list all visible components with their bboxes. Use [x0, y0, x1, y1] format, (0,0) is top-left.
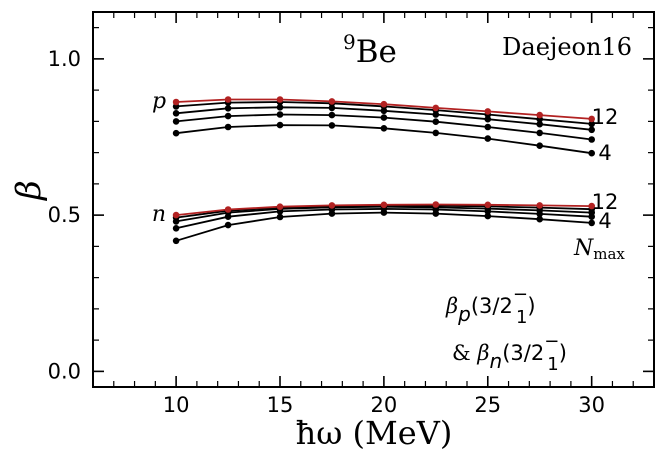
data-point-n-nmax12 [536, 202, 543, 209]
data-point-p-nmax12 [484, 108, 492, 115]
interaction-label: Daejeon16 [502, 33, 632, 61]
neutron-nmax-top-label: 12 [592, 190, 619, 214]
data-point-p-nmax12 [224, 96, 232, 103]
x-tick-label: 20 [371, 393, 398, 417]
y-tick-label: 0.5 [48, 203, 81, 227]
title-superscript: 9 [343, 30, 356, 54]
x-tick-label: 30 [578, 393, 605, 417]
plot-frame [92, 11, 655, 388]
data-point-p-nmax4 [536, 142, 543, 149]
data-point-p-nmax4 [224, 123, 232, 131]
data-point-n-nmax12 [276, 203, 284, 210]
data-point-p-nmax8 [276, 104, 284, 111]
data-point-p-nmax6 [588, 136, 595, 143]
annotation-beta-p: βp(3/2− 1) [445, 284, 536, 328]
x-tick-label: 10 [163, 393, 190, 417]
data-point-n-nmax12 [484, 201, 492, 209]
data-point-n-nmax4 [536, 215, 543, 223]
y-tick-label: 1.0 [48, 47, 81, 71]
data-point-p-nmax6 [172, 118, 180, 125]
data-point-p-nmax6 [536, 129, 543, 137]
data-point-p-nmax6 [224, 112, 232, 120]
nmax-subscript: max [593, 245, 625, 263]
data-point-n-nmax12 [432, 201, 440, 208]
data-point-p-nmax8 [588, 126, 595, 134]
data-point-p-nmax6 [380, 114, 388, 121]
data-point-p-nmax4 [172, 129, 180, 137]
data-point-p-nmax8 [224, 105, 232, 112]
proton-group-label: p [152, 89, 166, 114]
data-point-p-nmax12 [276, 96, 284, 103]
data-point-p-nmax6 [328, 111, 336, 119]
data-point-n-nmax4 [224, 221, 232, 229]
nmax-axis-name: Nmax [573, 236, 625, 263]
data-point-p-nmax12 [328, 98, 336, 105]
data-point-n-nmax4 [484, 212, 492, 220]
data-point-p-nmax12 [380, 100, 388, 108]
data-point-p-nmax4 [588, 149, 595, 157]
data-point-p-nmax4 [328, 122, 336, 129]
proton-nmax-bottom-label: 4 [598, 141, 611, 165]
data-point-n-nmax12 [328, 202, 336, 209]
data-point-p-nmax6 [484, 123, 492, 131]
data-point-n-nmax12 [224, 206, 232, 213]
neutron-nmax-bottom-label: 4 [598, 209, 611, 233]
data-point-p-nmax4 [380, 125, 388, 132]
data-point-p-nmax8 [484, 115, 492, 123]
series-line-n-nmax4 [175, 211, 592, 242]
data-point-p-nmax8 [328, 104, 336, 112]
series-points [172, 96, 595, 245]
data-point-p-nmax4 [276, 121, 284, 129]
data-point-n-nmax12 [172, 211, 180, 219]
data-point-p-nmax6 [432, 118, 440, 125]
data-point-n-nmax6 [172, 225, 180, 232]
data-point-p-nmax6 [276, 111, 284, 118]
proton-nmax-top-label: 12 [592, 105, 619, 129]
data-point-n-nmax4 [588, 219, 595, 227]
data-point-p-nmax4 [484, 135, 492, 142]
axis-tick-labels: 10 15 20 25 30 0.0 0.5 1.0 [48, 47, 605, 417]
data-point-p-nmax8 [536, 120, 543, 128]
x-axis-label: ħω (MeV) [296, 414, 453, 449]
y-tick-label: 0.0 [48, 359, 81, 383]
x-tick-label: 25 [474, 393, 501, 417]
nmax-name: N [573, 236, 594, 261]
x-tick-label: 15 [267, 393, 294, 417]
title-main: Be [356, 34, 397, 70]
data-point-n-nmax4 [276, 213, 284, 221]
annotation-beta-n: & βn(3/2− 1) [452, 331, 567, 375]
data-point-n-nmax4 [172, 237, 180, 245]
data-point-p-nmax12 [536, 111, 543, 119]
data-point-p-nmax4 [432, 129, 440, 137]
data-point-p-nmax12 [172, 98, 180, 106]
axis-ticks [92, 12, 655, 387]
neutron-group-label: n [152, 202, 166, 227]
data-point-p-nmax12 [588, 115, 595, 123]
data-point-p-nmax12 [432, 104, 440, 112]
data-point-n-nmax12 [588, 202, 595, 210]
data-point-n-nmax12 [380, 201, 388, 209]
data-point-p-nmax8 [172, 110, 180, 117]
chart-title: 9Be [343, 30, 397, 70]
data-point-p-nmax10 [588, 120, 595, 128]
y-axis-label: β [9, 180, 49, 202]
